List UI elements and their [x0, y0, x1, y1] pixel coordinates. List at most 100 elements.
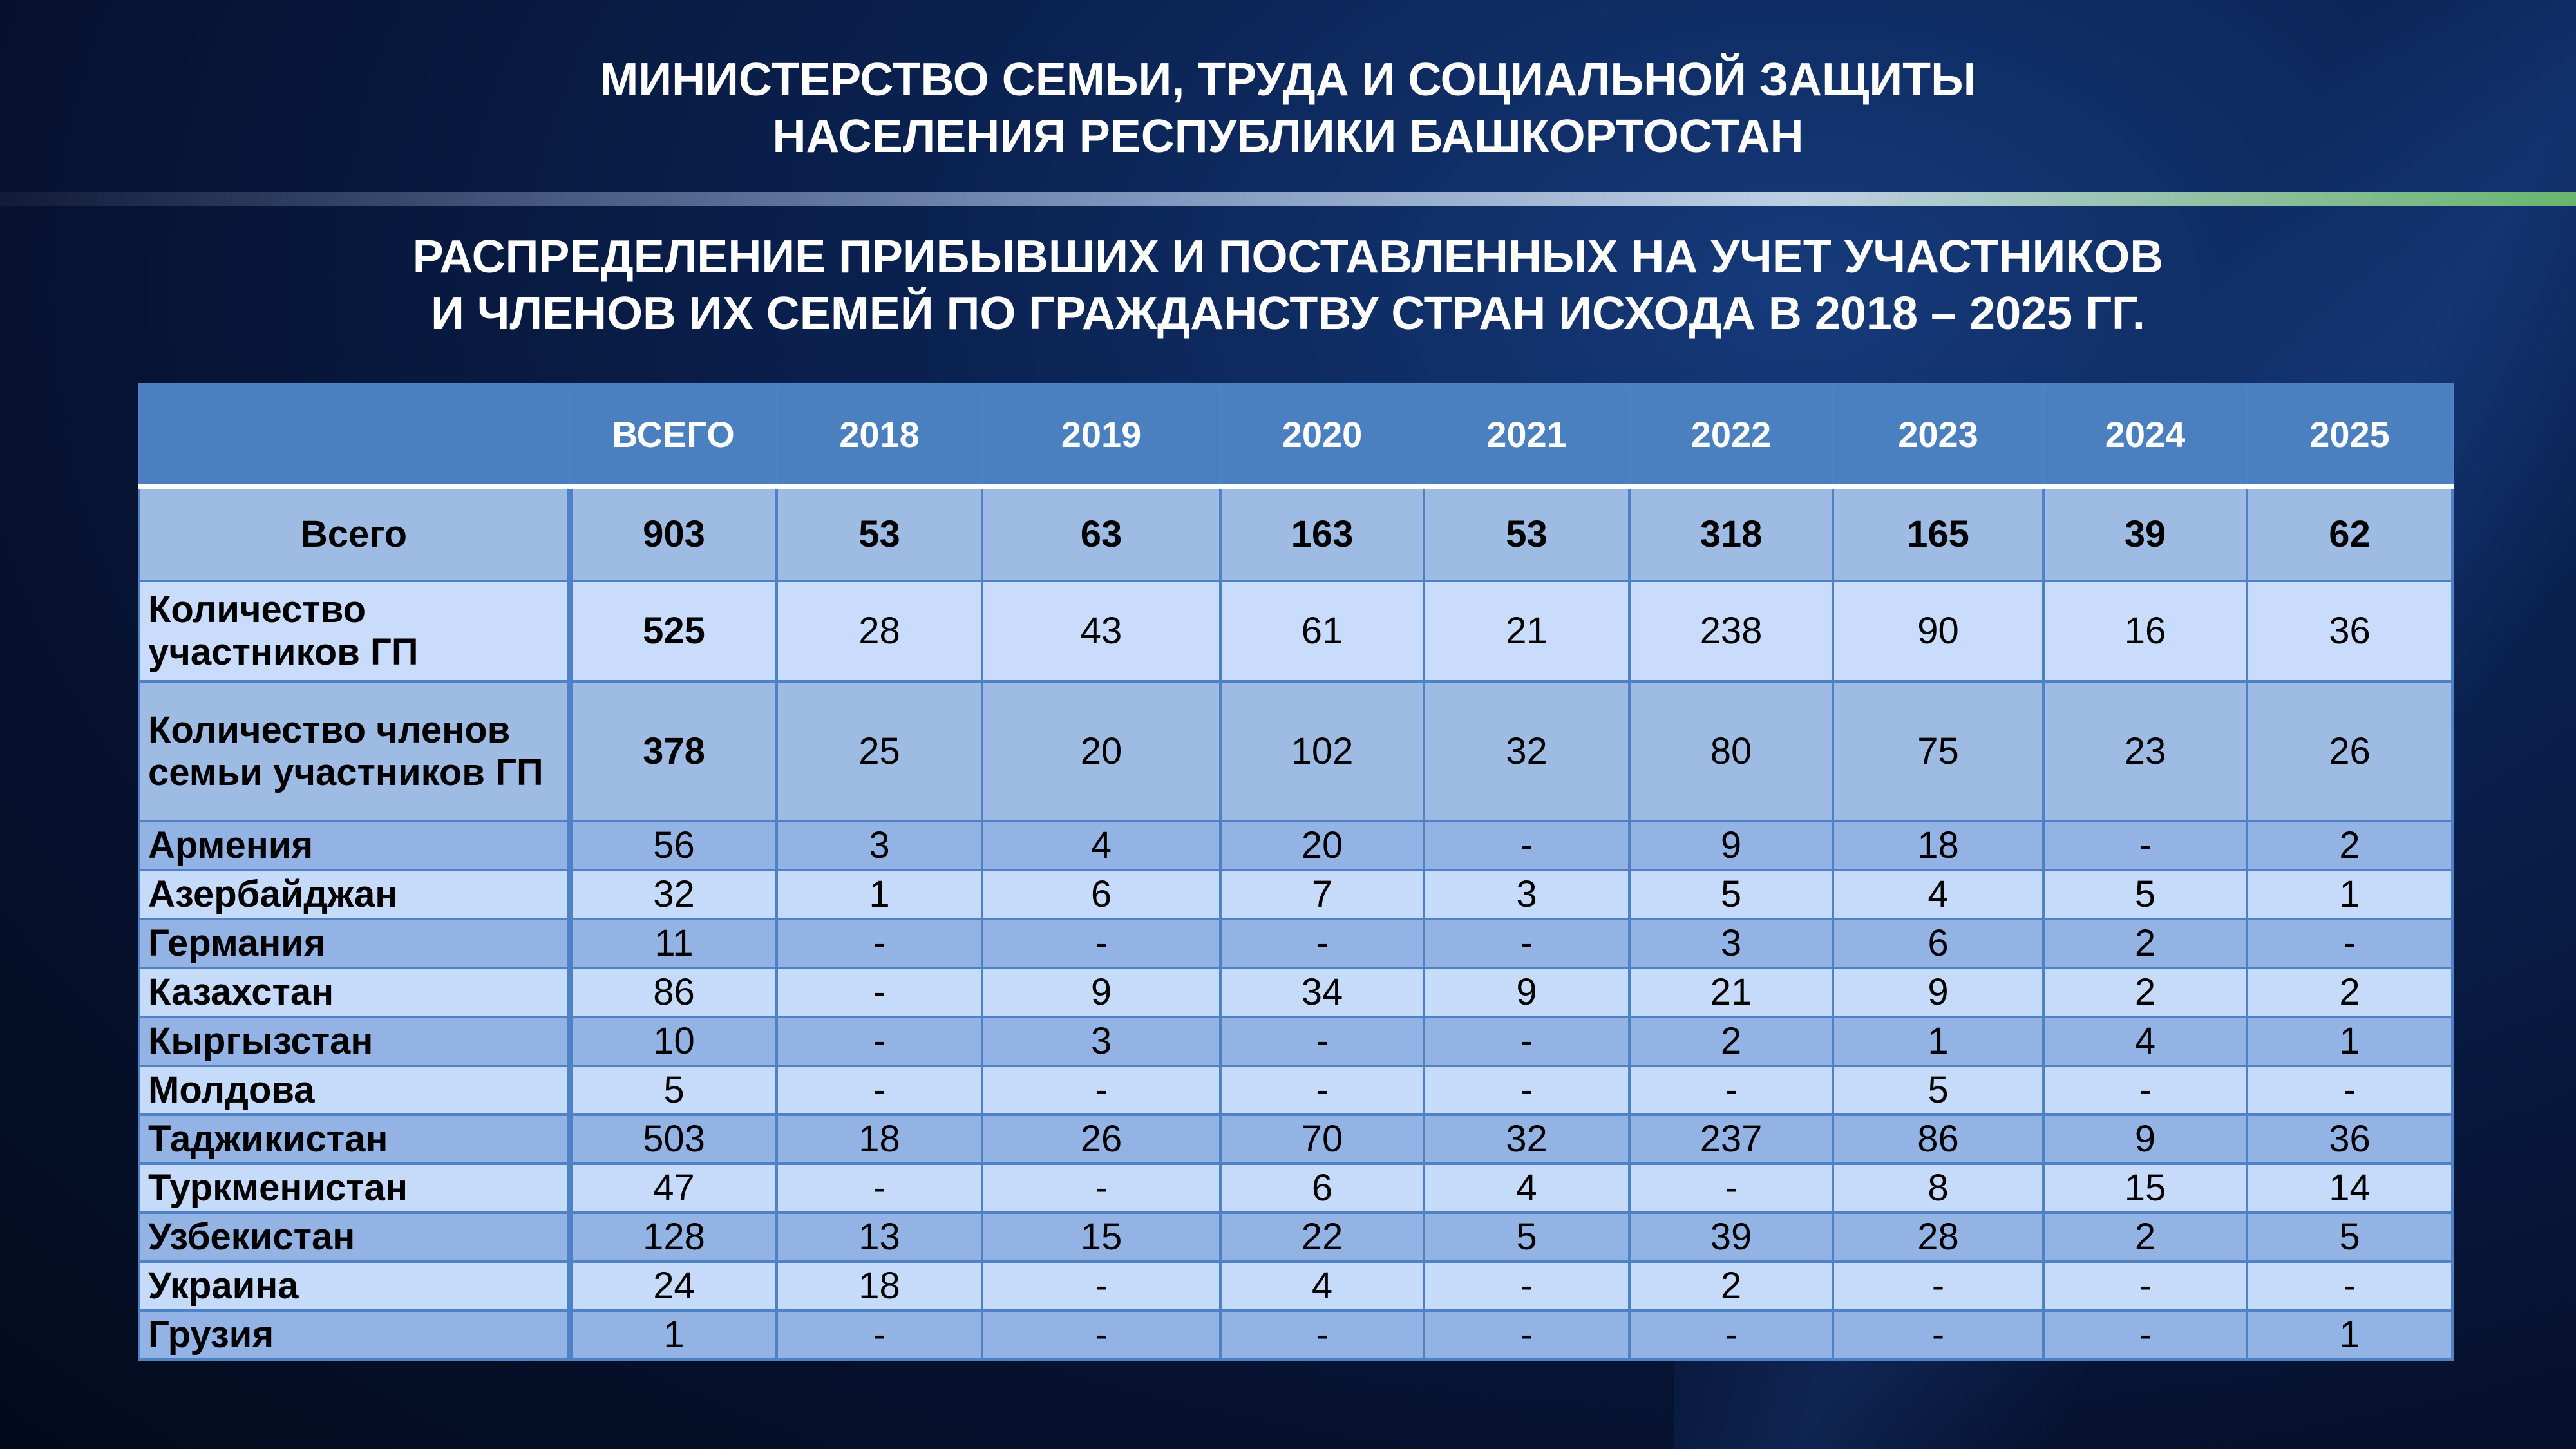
table-header-row: ВСЕГО 2018 2019 2020 2021 2022 2023 2024 2025 [138, 383, 2454, 489]
table-cell: 26 [2246, 680, 2454, 822]
row-label: Количество участников ГП [138, 580, 573, 683]
table-cell: 15 [981, 1211, 1222, 1263]
table-cell: 3 [775, 820, 983, 871]
table-cell: 22 [1219, 1211, 1425, 1263]
table-cell: 14 [2246, 1162, 2454, 1214]
table-cell: - [2042, 820, 2248, 871]
table-cell: 32 [1423, 1113, 1631, 1165]
table-cell: - [775, 918, 983, 969]
table-cell: 525 [569, 580, 778, 683]
table-cell: 4 [981, 820, 1222, 871]
table-cell: 318 [1628, 485, 1834, 582]
table-cell: 6 [1832, 918, 2045, 969]
table-cell: - [1219, 1065, 1425, 1116]
column-header: 2024 [2042, 383, 2248, 489]
table-cell: 237 [1628, 1113, 1834, 1165]
table-cell: 165 [1832, 485, 2045, 582]
row-label: Кыргызстан [138, 1016, 573, 1067]
table-cell: 20 [981, 680, 1222, 822]
table-cell: 2 [2042, 1211, 2248, 1263]
table-cell: 90 [1832, 580, 2045, 683]
table-cell: 16 [2042, 580, 2248, 683]
table-cell: - [775, 1016, 983, 1067]
table-row: Узбекистан 128 13 15 22 5 39 28 2 5 [138, 1211, 2454, 1263]
header-line-2: НАСЕЛЕНИЯ РЕСПУБЛИКИ БАШКОРТОСТАН [772, 111, 1804, 162]
column-header: 2020 [1219, 383, 1425, 489]
table-cell: 18 [775, 1260, 983, 1312]
table-cell: - [2246, 1260, 2454, 1312]
column-header: 2019 [981, 383, 1222, 489]
table-row: Армения 56 3 4 20-9 18-2 [138, 820, 2454, 871]
table-cell: 25 [775, 680, 983, 822]
table-cell: 28 [775, 580, 983, 683]
table-row: Молдова 5- - - - -5- - [138, 1065, 2454, 1116]
slide-title: РАСПРЕДЕЛЕНИЕ ПРИБЫВШИХ И ПОСТАВЛЕННЫХ Н… [0, 229, 2576, 342]
table-cell: 3 [981, 1016, 1222, 1067]
row-label: Грузия [138, 1309, 573, 1361]
table-cell: - [2246, 918, 2454, 969]
table-row: Казахстан 86-9 34 9 21 9 2 2 [138, 967, 2454, 1018]
table-cell: - [1423, 820, 1631, 871]
row-label: Армения [138, 820, 573, 871]
row-label: Азербайджан [138, 869, 573, 920]
table-row: Количество членов семьи участников ГП 378… [138, 680, 2454, 822]
table-cell: - [775, 1309, 983, 1361]
table-cell: - [1832, 1260, 2045, 1312]
table-cell: 5 [2246, 1211, 2454, 1263]
table-cell: - [775, 1065, 983, 1116]
ministry-header: МИНИСТЕРСТВО СЕМЬИ, ТРУДА И СОЦИАЛЬНОЙ З… [0, 52, 2576, 165]
table-cell: - [2042, 1309, 2248, 1361]
table-cell: 5 [569, 1065, 778, 1116]
table-cell: - [1628, 1309, 1834, 1361]
table-cell: - [2246, 1065, 2454, 1116]
row-label: Количество членов семьи участников ГП [138, 680, 573, 822]
table-cell: 39 [1628, 1211, 1834, 1263]
column-header: 2023 [1832, 383, 2045, 489]
table-cell: - [2042, 1065, 2248, 1116]
divider-stripe [0, 192, 2576, 206]
row-label: Узбекистан [138, 1211, 573, 1263]
table-row: Количество участников ГП 525 28 43 61 21 238 90… [138, 580, 2454, 683]
table-cell: 34 [1219, 967, 1425, 1018]
table-cell: 2 [1628, 1016, 1834, 1067]
table-cell: 43 [981, 580, 1222, 683]
table-cell: 18 [775, 1113, 983, 1165]
table-cell: 86 [569, 967, 778, 1018]
table-cell: - [1219, 1309, 1425, 1361]
table-cell: - [1628, 1162, 1834, 1214]
table-cell: 21 [1423, 580, 1631, 683]
row-label: Германия [138, 918, 573, 969]
table-cell: - [981, 918, 1222, 969]
table-cell: 102 [1219, 680, 1425, 822]
row-label: Украина [138, 1260, 573, 1312]
table-cell: - [1423, 1016, 1631, 1067]
table-cell: 15 [2042, 1162, 2248, 1214]
table-cell: 21 [1628, 967, 1834, 1018]
title-line-1: РАСПРЕДЕЛЕНИЕ ПРИБЫВШИХ И ПОСТАВЛЕННЫХ Н… [412, 231, 2164, 283]
table-cell: 2 [2246, 967, 2454, 1018]
table-cell: 1 [2246, 869, 2454, 920]
table-row: Таджикистан 503 18 26 70 32 237 86 9 36 [138, 1113, 2454, 1165]
table-cell: 9 [2042, 1113, 2248, 1165]
table-cell: 62 [2246, 485, 2454, 582]
table-cell: - [1423, 1260, 1631, 1312]
table-cell: 7 [1219, 869, 1425, 920]
table-cell: 23 [2042, 680, 2248, 822]
table-cell: 238 [1628, 580, 1834, 683]
table-cell: 9 [1832, 967, 2045, 1018]
table-row: Туркменистан 47- -6 4-8 15 14 [138, 1162, 2454, 1214]
table-cell: 32 [1423, 680, 1631, 822]
table-cell: 47 [569, 1162, 778, 1214]
table-cell: 32 [569, 869, 778, 920]
column-header [138, 383, 571, 489]
column-header: 2021 [1423, 383, 1631, 489]
table-cell: 24 [569, 1260, 778, 1312]
table-cell: 26 [981, 1113, 1222, 1165]
row-label: Туркменистан [138, 1162, 573, 1214]
table-cell: 28 [1832, 1211, 2045, 1263]
column-header: ВСЕГО [569, 383, 778, 489]
table-cell: 9 [981, 967, 1222, 1018]
table-cell: 2 [2042, 967, 2248, 1018]
table-cell: 36 [2246, 1113, 2454, 1165]
distribution-table: ВСЕГО 2018 2019 2020 2021 2022 2023 2024 2025 Вс… [138, 383, 2454, 1361]
